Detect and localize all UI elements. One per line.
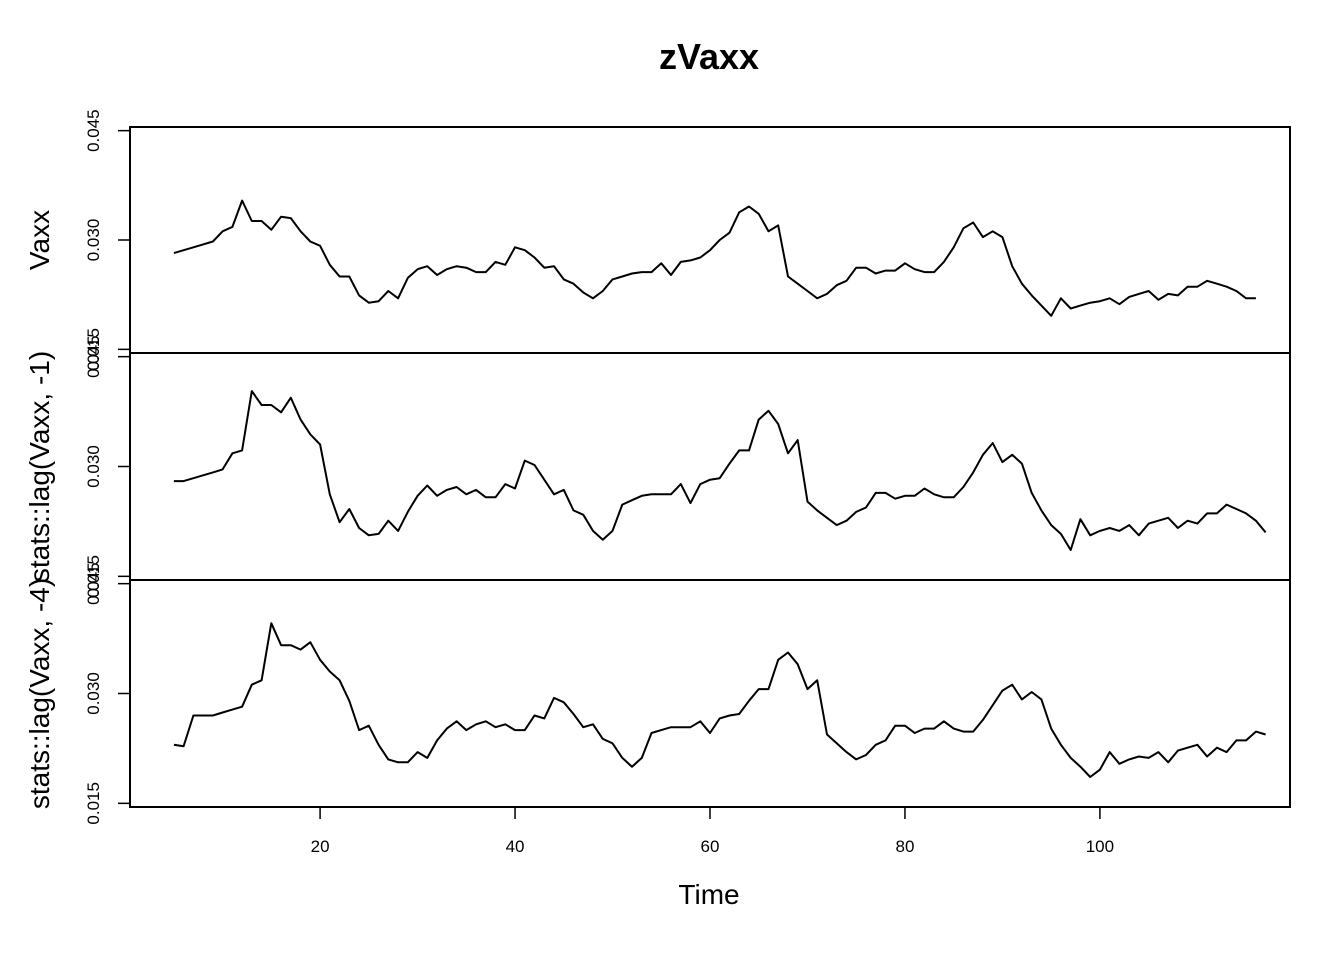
x-tick-label: 80: [895, 837, 914, 856]
y-tick-label: 0.045: [84, 335, 103, 378]
panel-1: 0.015 0.030 0.045 Vaxx: [24, 109, 1291, 371]
x-axis: 20 40 60 80 100: [311, 807, 1114, 856]
panels-layer: 0.015 0.030 0.045 Vaxx 0.015 0.030 0.045 stats:…: [24, 109, 1291, 825]
panel-y-axis-title: stats::lag(Vaxx, -4): [24, 578, 55, 809]
chart-title: zVaxx: [659, 36, 759, 77]
y-tick-label: 0.015: [84, 328, 103, 371]
panel-frame: [129, 126, 1291, 354]
panel-y-axis-title: stats::lag(Vaxx, -1): [24, 351, 55, 582]
panel-3: 0.015 0.030 0.045 stats::lag(Vaxx, -4): [24, 562, 1291, 825]
y-tick-label: 0.015: [84, 555, 103, 598]
panel-frame: [129, 352, 1291, 581]
series-line: [173, 199, 1256, 317]
x-tick-label: 40: [506, 837, 525, 856]
x-tick-label: 60: [701, 837, 720, 856]
x-axis-title: Time: [678, 879, 739, 910]
y-tick-label: 0.045: [84, 109, 103, 152]
y-tick-label: 0.030: [84, 219, 103, 262]
y-tick-label: 0.030: [84, 445, 103, 488]
x-tick-label: 100: [1086, 837, 1114, 856]
panel-frame: [129, 579, 1291, 808]
y-tick-label: 0.045: [84, 562, 103, 605]
panel-2: 0.015 0.030 0.045 stats::lag(Vaxx, -1): [24, 335, 1291, 598]
series-line: [173, 622, 1266, 778]
series-line: [173, 390, 1267, 551]
x-tick-label: 20: [311, 837, 330, 856]
y-tick-label: 0.030: [84, 672, 103, 715]
y-tick-label: 0.015: [84, 782, 103, 825]
panel-y-axis-title: Vaxx: [24, 210, 55, 270]
